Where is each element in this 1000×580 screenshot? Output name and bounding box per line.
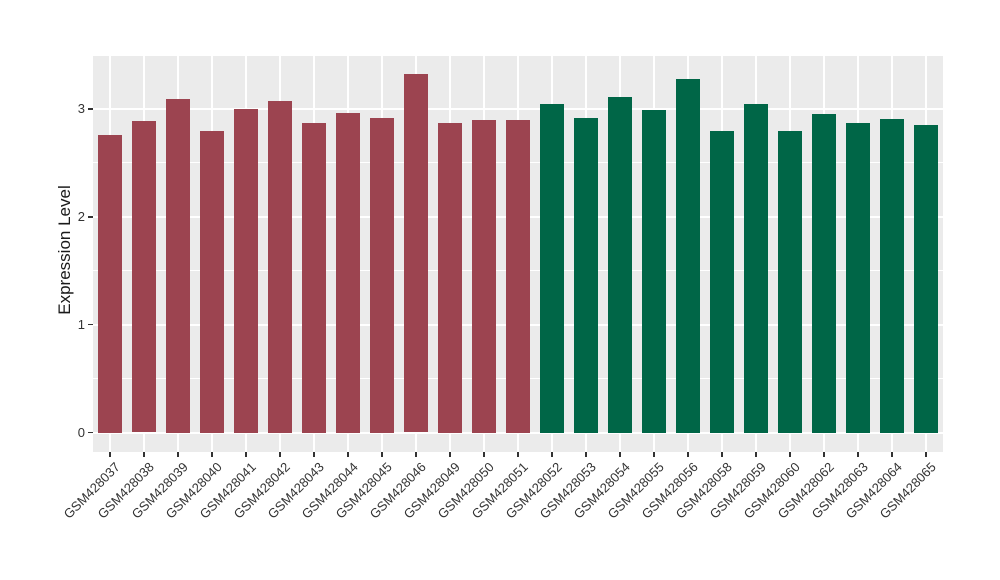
y-tick-label: 0 xyxy=(77,424,85,440)
y-tick xyxy=(88,323,93,326)
bar xyxy=(540,103,564,433)
bar xyxy=(710,130,734,433)
x-tick xyxy=(483,452,485,457)
x-tick xyxy=(381,452,383,457)
y-axis-title: Expression Level xyxy=(55,185,74,315)
bar xyxy=(302,122,326,433)
bar xyxy=(438,122,462,433)
bar xyxy=(336,113,360,433)
x-tick xyxy=(517,452,519,457)
bar xyxy=(506,119,530,433)
bar xyxy=(574,117,598,433)
x-tick xyxy=(891,452,893,457)
bar xyxy=(98,134,122,433)
x-tick xyxy=(857,452,859,457)
x-tick xyxy=(313,452,315,457)
x-tick xyxy=(721,452,723,457)
bar xyxy=(268,101,292,433)
x-tick xyxy=(789,452,791,457)
y-tick-label: 3 xyxy=(77,100,85,116)
bar xyxy=(914,125,938,433)
bar xyxy=(200,130,224,433)
x-tick xyxy=(245,452,247,457)
x-tick xyxy=(449,452,451,457)
x-tick xyxy=(755,452,757,457)
bar xyxy=(880,118,904,433)
bar xyxy=(676,78,700,433)
y-tick xyxy=(88,216,93,218)
bar xyxy=(404,74,428,433)
x-tick xyxy=(925,452,927,457)
x-tick xyxy=(585,452,587,457)
y-tick xyxy=(88,431,93,434)
x-tick xyxy=(551,452,553,457)
x-tick xyxy=(143,452,145,457)
x-tick xyxy=(109,452,111,457)
bar xyxy=(472,119,496,433)
bar xyxy=(608,97,632,433)
y-tick-label: 1 xyxy=(77,316,85,332)
x-tick xyxy=(653,452,655,457)
x-tick xyxy=(347,452,349,457)
x-tick xyxy=(415,452,417,457)
bar xyxy=(778,130,802,433)
bar xyxy=(812,114,836,433)
x-tick xyxy=(211,452,213,457)
y-tick-label: 2 xyxy=(77,208,85,224)
bar xyxy=(370,117,394,433)
bar xyxy=(744,103,768,433)
x-tick xyxy=(177,452,179,457)
x-tick xyxy=(823,452,825,457)
x-tick xyxy=(687,452,689,457)
x-tick xyxy=(619,452,621,457)
bar xyxy=(234,108,258,433)
bar xyxy=(846,122,870,433)
x-tick xyxy=(279,452,281,457)
bar xyxy=(642,110,666,433)
y-tick xyxy=(88,108,93,110)
bar xyxy=(132,120,156,433)
bar xyxy=(166,99,190,433)
